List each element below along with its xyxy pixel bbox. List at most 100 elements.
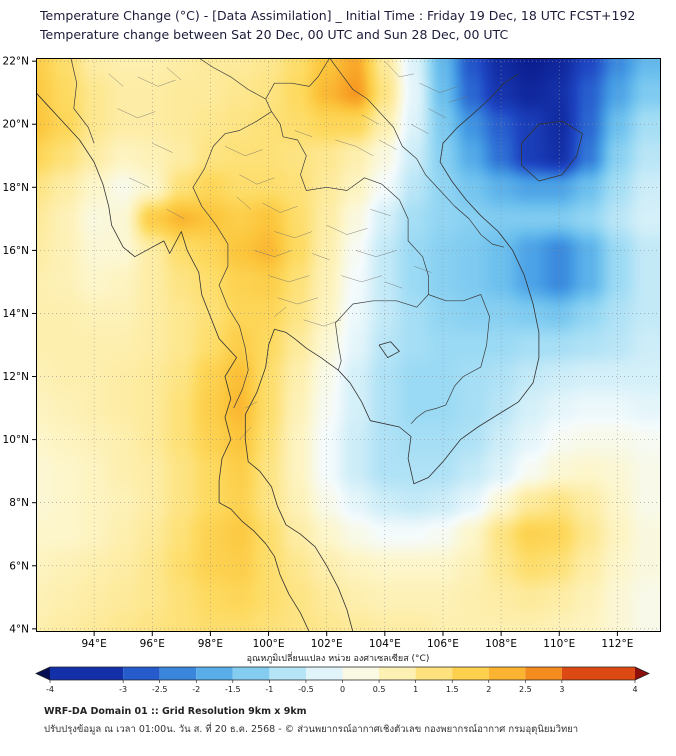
province-boundary-path — [326, 224, 368, 235]
colorbar-tick-label: 1 — [413, 685, 418, 694]
map-plot: 94°E 96°E 98°E 100°E 102°E 104°E 106°E 108°E 110… — [3, 56, 661, 650]
colorbar-segment — [196, 667, 233, 680]
province-boundary-path — [294, 130, 313, 138]
province-boundary-path — [117, 108, 156, 119]
y-tick-label: 14°N — [3, 308, 29, 320]
province-boundary-path — [108, 73, 124, 87]
colorbar: -4 -3 -2.5 -2 -1.5 -1 -0.5 0 0.5 1 1.5 2 2.5 3 4 — [35, 666, 650, 694]
province-boundary-path — [128, 177, 150, 188]
coastline-path — [244, 73, 540, 633]
x-tick-label: 106°E — [427, 638, 459, 650]
province-boundary-path — [303, 319, 342, 327]
colorbar-segment — [269, 667, 306, 680]
country-border-path — [271, 111, 429, 295]
province-boundary-path — [410, 124, 429, 134]
colorbar-segment — [379, 667, 416, 680]
province-boundary-path — [370, 209, 391, 216]
colorbar-segment — [415, 667, 453, 680]
country-border-path — [265, 98, 272, 112]
province-boundary-path — [384, 281, 403, 289]
country-border-path — [329, 57, 505, 248]
x-tick-label: 108°E — [485, 638, 517, 650]
x-tick-label: 100°E — [253, 638, 285, 650]
map-overlay-svg: 94°E 96°E 98°E 100°E 102°E 104°E 106°E 108°E 110… — [3, 56, 661, 650]
province-boundary-path — [384, 61, 414, 78]
province-boundary-path — [253, 250, 292, 257]
province-boundary-path — [361, 114, 380, 125]
y-tick-label: 10°N — [3, 434, 29, 446]
province-boundary-path — [262, 202, 298, 213]
province-boundary-path — [419, 82, 458, 93]
x-tick-label: 104°E — [369, 638, 401, 650]
page-title-line2: Temperature change between Sat 20 Dec, 0… — [40, 27, 509, 42]
colorbar-title: อุณหภูมิเปลี่ยนแปลง หน่วย องศาเซลเซียส (… — [246, 654, 430, 664]
colorbar-segment — [525, 667, 562, 680]
coastline-path — [521, 120, 583, 182]
footer-update-info: ปรับปรุงข้อมูล ณ เวลา 01:00น. วัน ส. ที่… — [44, 724, 579, 735]
country-border-path — [335, 294, 429, 371]
province-boundary-path — [274, 231, 313, 239]
colorbar-tick-label: -0.5 — [298, 685, 314, 694]
country-border-path — [198, 57, 330, 100]
province-boundary-path — [355, 250, 397, 257]
y-tick-label: 8°N — [9, 497, 29, 509]
y-tick-label: 4°N — [9, 623, 29, 635]
y-tick-label: 12°N — [3, 371, 29, 383]
y-tick-label: 20°N — [3, 119, 29, 131]
colorbar-segment — [561, 667, 635, 680]
province-boundary-path — [274, 307, 287, 317]
colorbar-tick-label: 2 — [486, 685, 491, 694]
province-boundary-path — [268, 275, 310, 283]
province-boundary-path — [239, 174, 275, 185]
colorbar-tick-label: -1 — [265, 685, 273, 694]
colorbar-segment — [342, 667, 380, 680]
y-tick-label: 6°N — [9, 560, 29, 572]
province-boundary-path — [166, 67, 182, 81]
coastline-path — [378, 341, 400, 358]
province-boundary-path — [341, 275, 382, 283]
province-boundary-path — [335, 139, 374, 156]
colorbar-segment — [452, 667, 489, 680]
colorbar-tick-label: 1.5 — [446, 685, 459, 694]
province-boundary-path — [277, 297, 319, 305]
colorbar-tick-label: -1.5 — [225, 685, 241, 694]
province-boundary-path — [152, 142, 173, 153]
colorbar-tick-label: 3 — [559, 685, 564, 694]
province-boundary-path — [448, 95, 470, 103]
province-boundary-path — [378, 139, 397, 150]
y-tick-label: 18°N — [3, 182, 29, 194]
y-tick-label: 16°N — [3, 245, 29, 257]
colorbar-segment — [159, 667, 197, 680]
province-boundary-path — [312, 253, 330, 261]
x-tick-label: 110°E — [543, 638, 575, 650]
temperature-heatmap-canvas — [36, 58, 661, 632]
colorbar-over-arrow — [635, 667, 649, 680]
province-boundary-path — [413, 265, 432, 273]
province-boundary-path — [166, 209, 185, 219]
colorbar-tick-label: -2.5 — [152, 685, 168, 694]
colorbar-tick-label: -3 — [119, 685, 127, 694]
colorbar-tick-label: -4 — [46, 685, 54, 694]
y-tick-label: 22°N — [3, 56, 29, 68]
colorbar-segment — [305, 667, 343, 680]
province-boundary-path — [137, 76, 176, 87]
x-tick-label: 98°E — [198, 638, 223, 650]
province-boundary-path — [224, 146, 263, 157]
province-boundary-path — [245, 401, 258, 409]
colorbar-tick-label: -2 — [192, 685, 200, 694]
map-frame — [36, 58, 661, 632]
colorbar-segment — [123, 667, 160, 680]
colorbar-tick-label: 4 — [632, 685, 637, 694]
colorbar-tick-label: 0 — [340, 685, 345, 694]
country-border-path — [410, 294, 490, 425]
colorbar-segment — [50, 667, 124, 680]
x-tick-label: 94°E — [82, 638, 107, 650]
country-border-path — [70, 57, 95, 144]
page-title-line1: Temperature Change (°C) - [Data Assimila… — [40, 8, 636, 23]
colorbar-segment — [232, 667, 270, 680]
coastline-path — [35, 92, 310, 633]
footer-domain-info: WRF-DA Domain 01 :: Grid Resolution 9km … — [44, 706, 307, 717]
province-boundary-path — [236, 196, 252, 210]
country-border-path — [192, 111, 272, 409]
